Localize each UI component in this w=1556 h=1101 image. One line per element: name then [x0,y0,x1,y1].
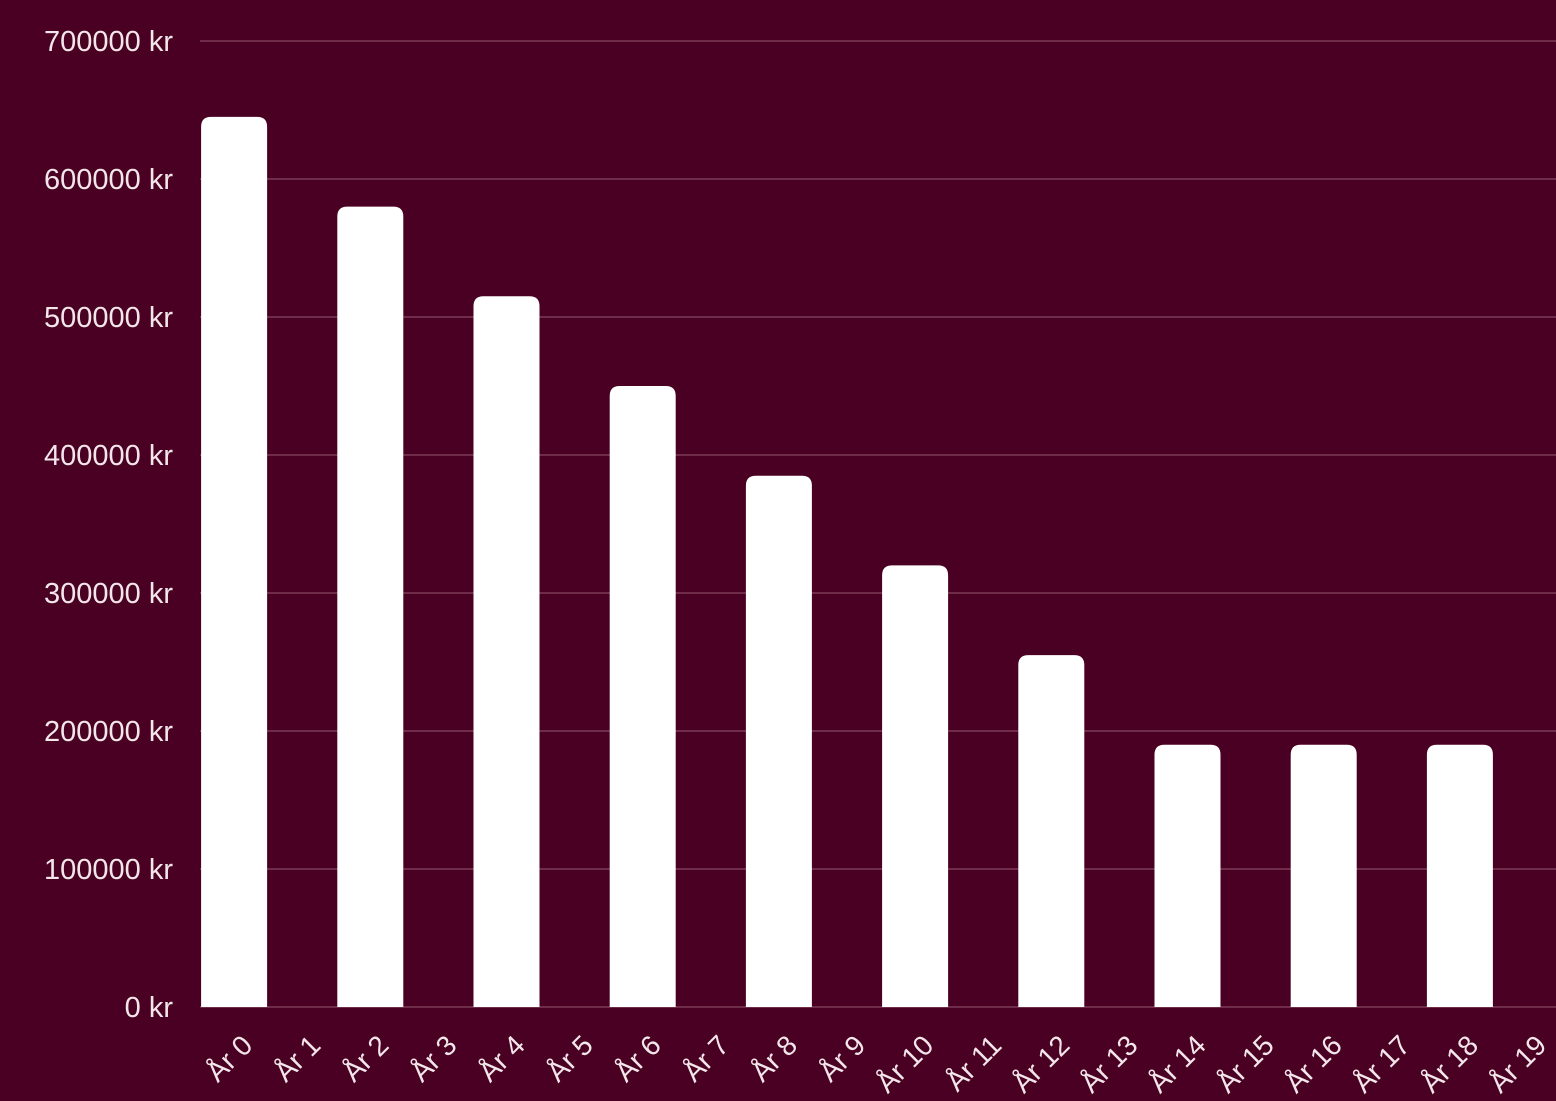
bar-år-2 [337,206,404,1008]
y-tick-label: 400000 kr [44,440,173,472]
x-tick-label: År 1 [268,1029,326,1087]
bar-år-18 [1426,744,1493,1007]
x-tick-label: År 18 [1415,1029,1484,1096]
y-axis-ticks: 0 kr 100000 kr 200000 kr 300000 kr 400000 kr… [44,26,173,1024]
bar-år-12 [1018,655,1085,1007]
x-tick-label: År 11 [940,1029,1008,1096]
x-tick-label: År 0 [200,1029,258,1087]
x-tick-label: År 13 [1074,1029,1143,1096]
x-tick-label: År 3 [404,1029,462,1087]
x-tick-label: År 6 [609,1029,667,1087]
x-tick-label: År 17 [1347,1029,1416,1096]
bar-år-0 [201,116,268,1007]
x-tick-label: År 9 [813,1029,871,1087]
x-tick-label: År 5 [541,1029,599,1087]
y-tick-label: 0 kr [125,992,174,1024]
y-tick-label: 200000 kr [44,716,173,748]
bar-år-16 [1290,744,1357,1007]
x-tick-label: År 15 [1211,1029,1280,1096]
y-tick-label: 300000 kr [44,578,173,610]
bar-år-4 [473,296,540,1007]
grid-lines [200,40,1556,1008]
x-tick-label: År 10 [870,1029,939,1096]
x-tick-label: År 14 [1142,1029,1211,1096]
y-tick-label: 700000 kr [44,26,173,58]
bar-år-14 [1154,744,1221,1007]
x-tick-label: År 2 [336,1029,394,1087]
x-tick-label: År 4 [473,1029,531,1087]
x-tick-label: År 7 [677,1029,735,1087]
y-tick-label: 600000 kr [44,164,173,196]
y-tick-label: 100000 kr [44,854,173,886]
x-tick-label: År 12 [1006,1029,1075,1096]
x-axis-ticks: År 0 År 1 År 2 År 3 År 4 År 5 År 6 År 7 År 8 År 9… [200,1029,1552,1098]
bar-år-8 [745,475,812,1007]
x-tick-label: År 8 [745,1029,803,1087]
bar-år-6 [609,386,676,1007]
bar-år-10 [882,565,949,1007]
x-tick-label: År 16 [1279,1029,1348,1096]
bars [201,116,1493,1008]
y-tick-label: 500000 kr [44,302,173,334]
x-tick-label: År 19 [1483,1029,1552,1096]
